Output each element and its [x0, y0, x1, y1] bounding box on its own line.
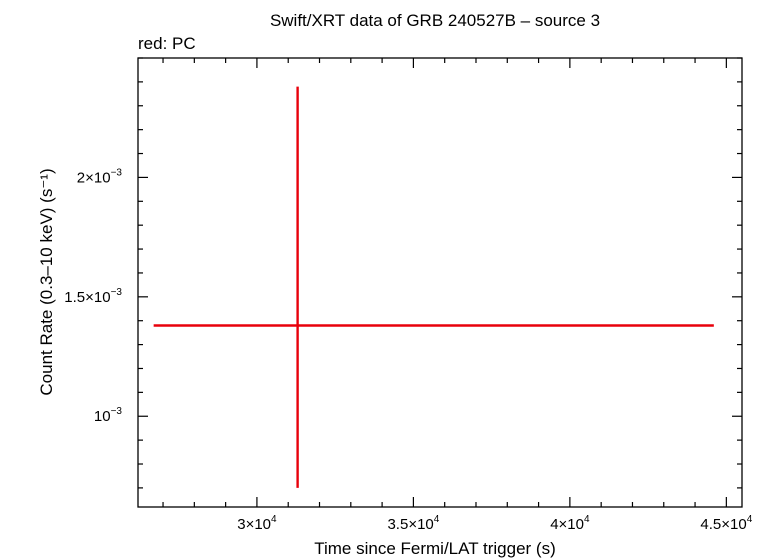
x-axis-label: Time since Fermi/LAT trigger (s)	[314, 539, 556, 558]
data-points	[153, 86, 714, 488]
x-tick-label: 4×104	[550, 514, 590, 533]
chart-subtitle: red: PC	[138, 34, 196, 53]
y-tick-labels: 10−3 1.5×10−3 2×10−3	[64, 167, 122, 425]
plot-frame	[137, 57, 743, 508]
x-tick-label: 4.5×104	[700, 514, 752, 533]
y-axis-label: Count Rate (0.3–10 keV) (s⁻¹)	[37, 168, 56, 395]
x-tick-label: 3.5×104	[387, 514, 439, 533]
chart-title: Swift/XRT data of GRB 240527B – source 3	[270, 11, 600, 30]
data-point	[153, 86, 714, 488]
x-tick-labels: 3×104 3.5×104 4×104 4.5×104	[237, 514, 752, 533]
y-tick-label: 2×10−3	[77, 167, 123, 186]
axis-ticks	[138, 57, 742, 507]
x-tick-label: 3×104	[237, 514, 277, 533]
y-tick-label: 10−3	[94, 406, 123, 425]
y-tick-label: 1.5×10−3	[64, 287, 122, 306]
